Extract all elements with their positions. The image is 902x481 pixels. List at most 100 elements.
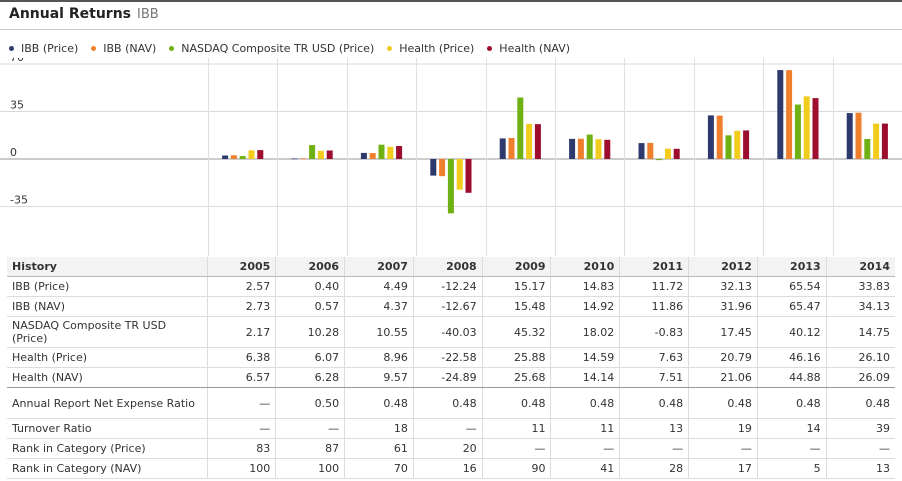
table-cell: 65.47 bbox=[756, 296, 827, 317]
bar-health-price-2010 bbox=[595, 139, 602, 159]
table-cell: 21.06 bbox=[688, 367, 758, 388]
legend-label: Health (NAV) bbox=[499, 41, 571, 55]
bar-health-price-2012 bbox=[734, 130, 741, 159]
table-cell: 11 bbox=[550, 418, 620, 439]
table-cell: 5 bbox=[756, 458, 827, 479]
bar-ibb-price-2010 bbox=[569, 138, 576, 159]
history-header-label: History bbox=[7, 257, 207, 277]
history-table: History 2005 2006 2007 2008 2009 2010 2011 2012 2… bbox=[7, 257, 895, 479]
table-cell: — bbox=[825, 438, 895, 459]
bar-health-nav-2011 bbox=[673, 148, 680, 159]
table-cell: — bbox=[481, 438, 551, 459]
table-cell: 15.17 bbox=[481, 276, 551, 297]
ticker-label: IBB bbox=[137, 7, 159, 22]
table-cell: — bbox=[550, 438, 620, 459]
table-cell: 14 bbox=[756, 418, 827, 439]
table-cell: 61 bbox=[344, 438, 414, 459]
bar-health-nav-2013 bbox=[812, 98, 819, 159]
table-cell: 18.02 bbox=[550, 316, 620, 348]
page-title: Annual Returns IBB bbox=[9, 6, 159, 22]
table-row-nasdaq-composite-tr-usd-price: NASDAQ Composite TR USD (Price) 2.17 10.28… bbox=[7, 316, 895, 348]
legend-swatch-icon bbox=[169, 45, 175, 51]
title-text: Annual Returns bbox=[9, 6, 131, 22]
row-label: Health (Price) bbox=[7, 347, 207, 368]
table-cell: 0.50 bbox=[275, 387, 345, 419]
table-cell: 40.12 bbox=[756, 316, 827, 348]
table-cell: — bbox=[206, 387, 276, 419]
bar-health-price-2008 bbox=[456, 159, 463, 190]
table-cell: 9.57 bbox=[344, 367, 414, 388]
bar-nasdaq-composite-tr-usd-price-2009 bbox=[517, 97, 524, 159]
bar-nasdaq-composite-tr-usd-price-2014 bbox=[864, 138, 871, 159]
table-cell: 0.48 bbox=[619, 387, 689, 419]
table-cell: 14.14 bbox=[550, 367, 620, 388]
table-cell: 20 bbox=[412, 438, 483, 459]
table-cell: 10.55 bbox=[344, 316, 414, 348]
y-tick-label: 35 bbox=[10, 99, 24, 112]
table-cell: 34.13 bbox=[825, 296, 895, 317]
y-tick-label: -35 bbox=[10, 194, 28, 207]
table-cell: 18 bbox=[344, 418, 414, 439]
table-cell: 100 bbox=[275, 458, 345, 479]
bar-health-nav-2010 bbox=[604, 139, 611, 159]
y-tick-label: 70 bbox=[10, 58, 24, 64]
table-cell: 17.45 bbox=[688, 316, 758, 348]
legend-label: IBB (NAV) bbox=[103, 41, 157, 55]
table-cell: -12.24 bbox=[412, 276, 483, 297]
row-label: IBB (NAV) bbox=[7, 296, 207, 317]
table-cell: 32.13 bbox=[688, 276, 758, 297]
table-cell: — bbox=[206, 418, 276, 439]
bar-ibb-price-2013 bbox=[777, 70, 784, 159]
bar-ibb-price-2007 bbox=[360, 152, 367, 159]
table-cell: 7.51 bbox=[619, 367, 689, 388]
table-cell: 14.59 bbox=[550, 347, 620, 368]
year-header-2006: 2006 bbox=[275, 257, 345, 277]
table-cell: 41 bbox=[550, 458, 620, 479]
legend-item-health-price: Health (Price) bbox=[387, 40, 474, 56]
bar-nasdaq-composite-tr-usd-price-2010 bbox=[586, 134, 593, 159]
table-cell: 83 bbox=[206, 438, 276, 459]
table-cell: 65.54 bbox=[756, 276, 827, 297]
bar-health-nav-2014 bbox=[881, 123, 888, 159]
table-cell: 6.28 bbox=[275, 367, 345, 388]
table-cell: 0.48 bbox=[756, 387, 827, 419]
table-cell: 4.37 bbox=[344, 296, 414, 317]
bar-health-nav-2006 bbox=[326, 150, 333, 159]
bar-nasdaq-composite-tr-usd-price-2007 bbox=[378, 144, 385, 159]
y-tick-label: 0 bbox=[10, 146, 17, 159]
legend-label: IBB (Price) bbox=[21, 41, 79, 55]
table-cell: 33.83 bbox=[825, 276, 895, 297]
bar-nasdaq-composite-tr-usd-price-2011 bbox=[656, 159, 663, 161]
bar-nasdaq-composite-tr-usd-price-2008 bbox=[447, 159, 454, 214]
chart-legend: IBB (Price) IBB (NAV) NASDAQ Composite TR … bbox=[9, 40, 583, 56]
table-cell: 45.32 bbox=[481, 316, 551, 348]
table-cell: -40.03 bbox=[412, 316, 483, 348]
bar-ibb-nav-2010 bbox=[577, 138, 584, 159]
legend-swatch-icon bbox=[91, 45, 97, 51]
table-cell: 11.72 bbox=[619, 276, 689, 297]
legend-item-health-nav: Health (NAV) bbox=[487, 40, 570, 56]
legend-item-ibb-price: IBB (Price) bbox=[9, 40, 78, 56]
year-header-2009: 2009 bbox=[481, 257, 551, 277]
bar-nasdaq-composite-tr-usd-price-2005 bbox=[239, 156, 246, 159]
table-cell: -24.89 bbox=[412, 367, 483, 388]
legend-label: Health (Price) bbox=[399, 41, 475, 55]
bar-health-price-2013 bbox=[803, 96, 810, 159]
table-cell: 4.49 bbox=[344, 276, 414, 297]
table-cell: 2.73 bbox=[206, 296, 276, 317]
bar-health-nav-2008 bbox=[465, 159, 472, 193]
table-cell: 7.63 bbox=[619, 347, 689, 368]
table-row-ibb-price: IBB (Price) 2.57 0.40 4.49 -12.24 15.17 14.83 1… bbox=[7, 276, 895, 297]
row-label: Annual Report Net Expense Ratio bbox=[7, 387, 207, 419]
bar-ibb-price-2012 bbox=[707, 115, 714, 159]
table-cell: 13 bbox=[825, 458, 895, 479]
table-cell: 14.83 bbox=[550, 276, 620, 297]
table-cell: 26.10 bbox=[825, 347, 895, 368]
table-cell: 14.75 bbox=[825, 316, 895, 348]
table-cell: 0.48 bbox=[412, 387, 483, 419]
table-cell: 14.92 bbox=[550, 296, 620, 317]
table-cell: 39 bbox=[825, 418, 895, 439]
table-row-turnover-ratio: Turnover Ratio — —18—11 11 13 19 14 39 bbox=[7, 418, 895, 439]
bar-health-nav-2005 bbox=[257, 150, 264, 159]
bar-ibb-nav-2011 bbox=[647, 142, 654, 159]
